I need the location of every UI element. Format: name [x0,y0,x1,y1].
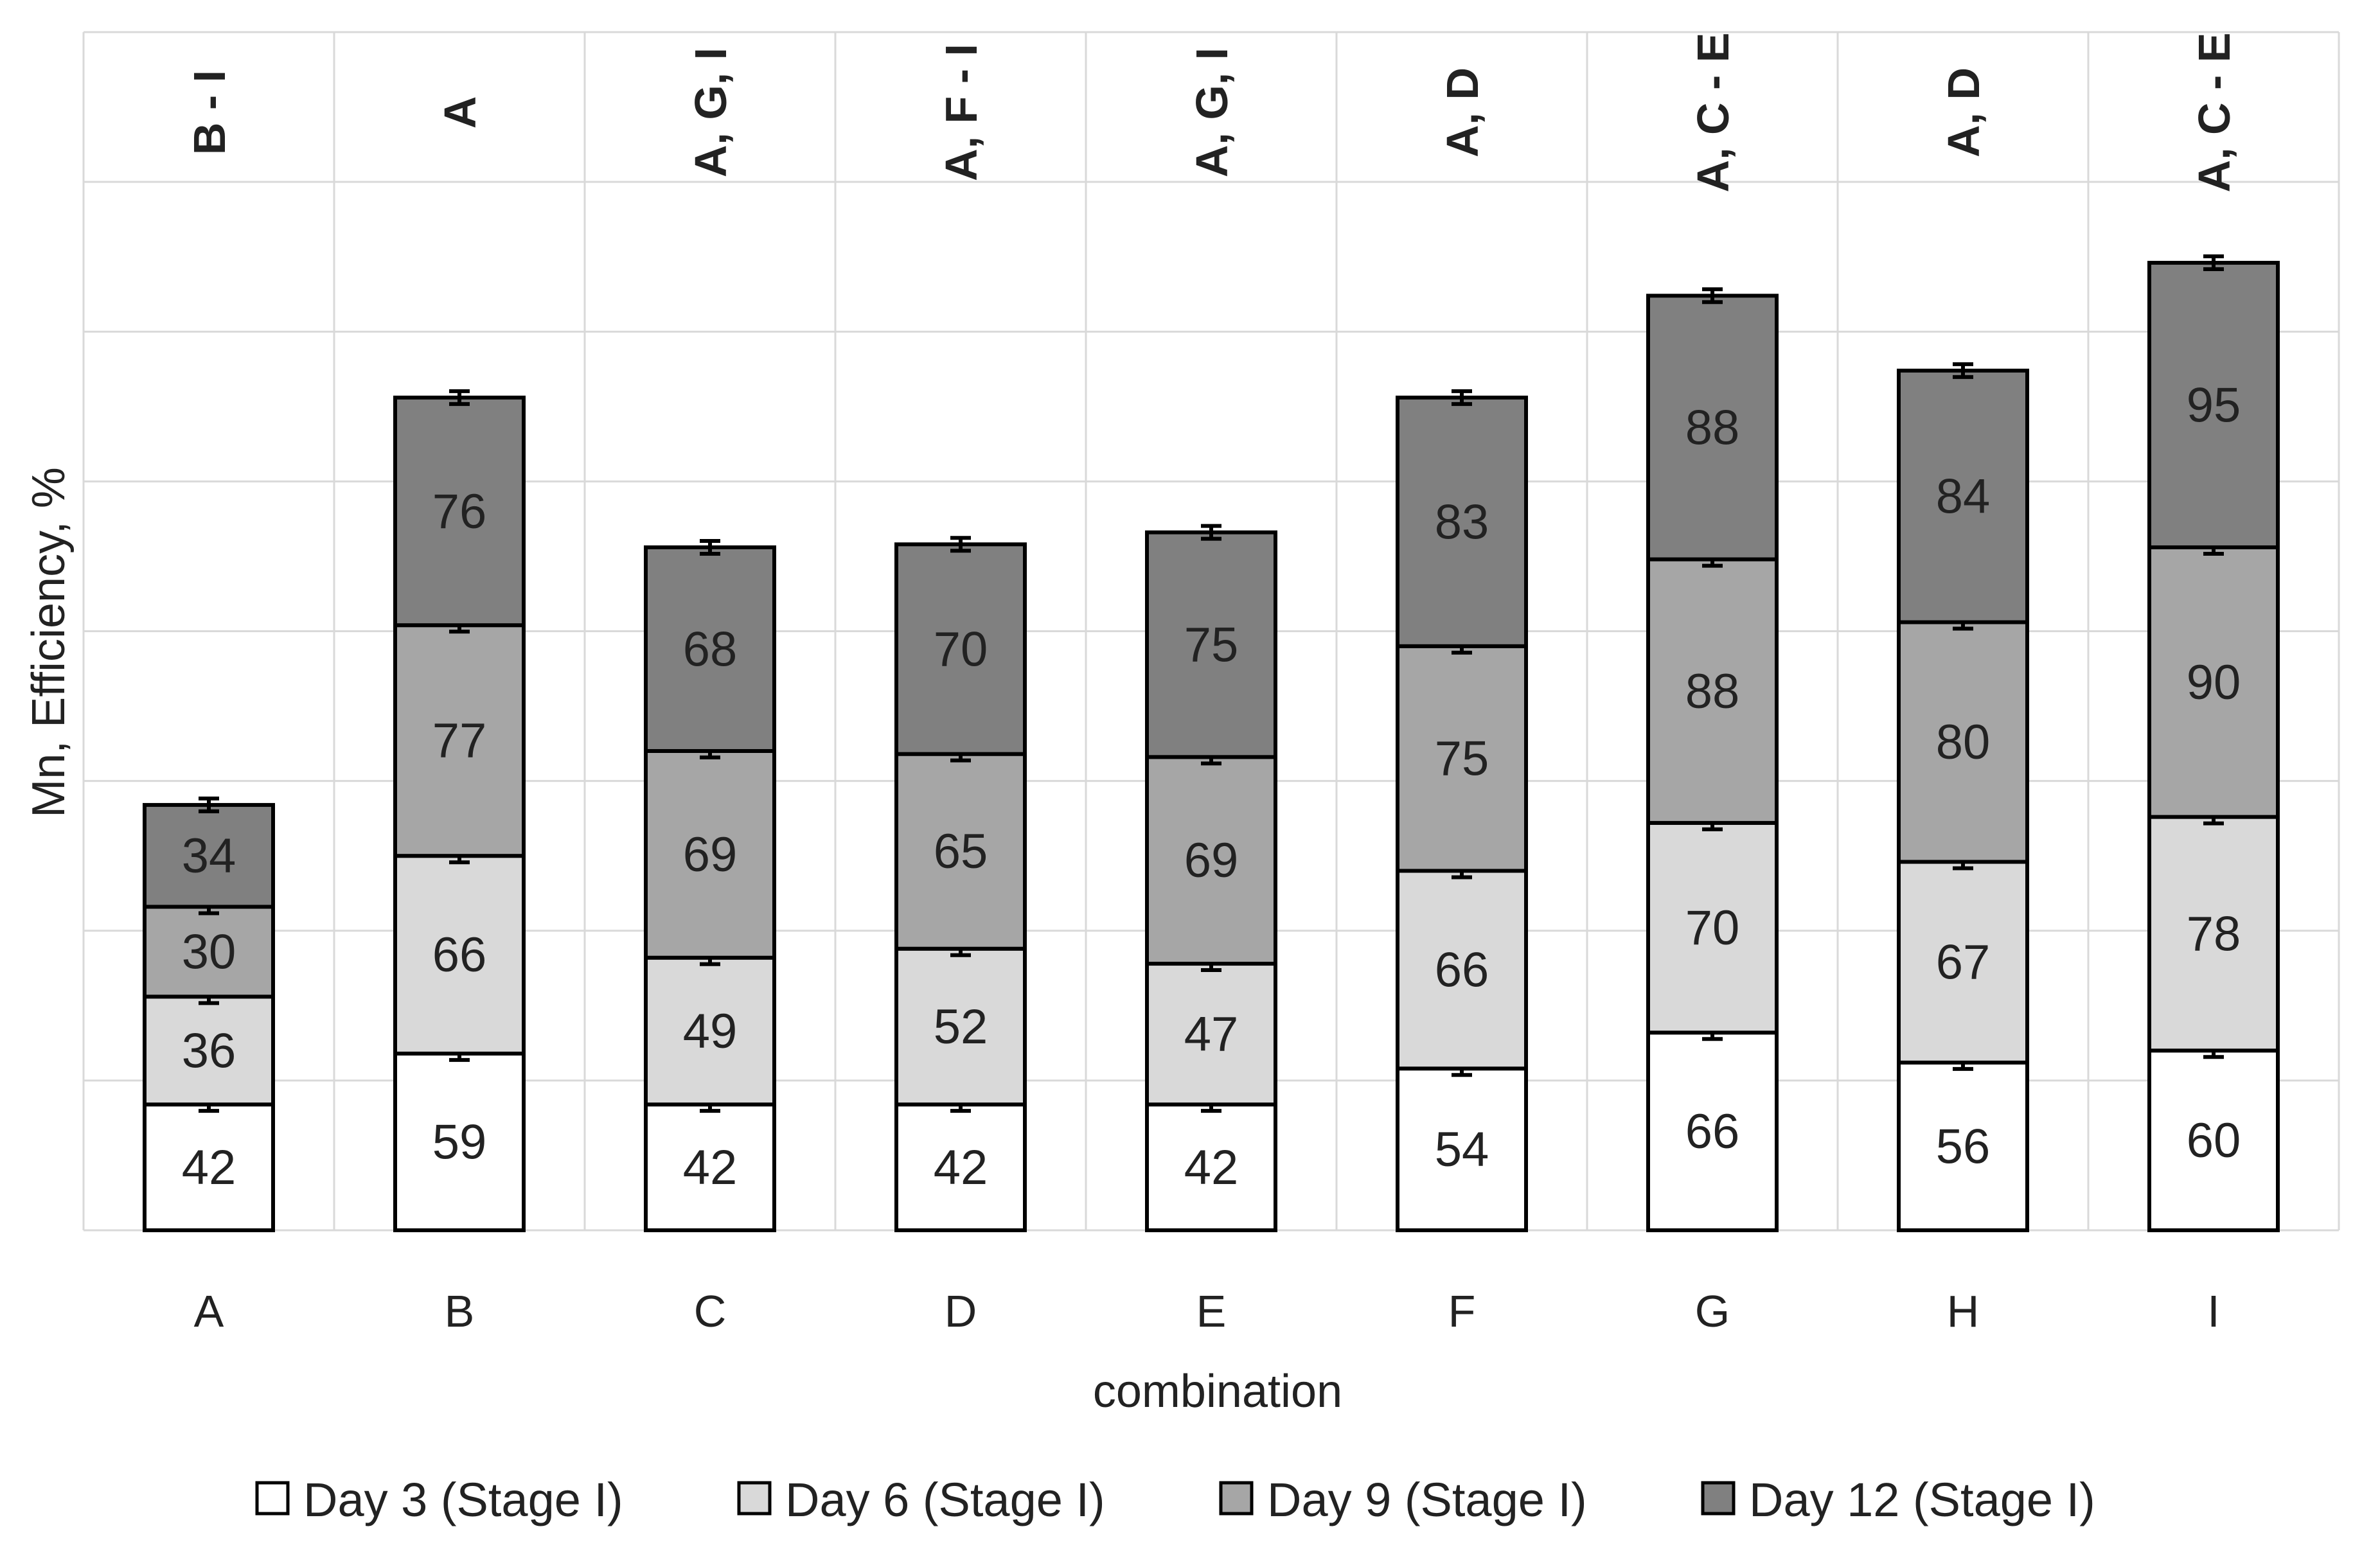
legend-swatch [1701,1481,1736,1516]
bar-segment [894,542,1027,756]
legend-entry-label: Day 12 (Stage I) [1749,1473,2095,1526]
segment-value-label: 78 [2187,906,2241,961]
segment-value-label: 70 [1685,901,1740,955]
segment-value-label: 69 [683,827,738,882]
segment-value-label: 42 [934,1140,988,1195]
significance-label: A, D [1437,67,1487,157]
x-tick-label: E [1196,1286,1227,1336]
x-tick-label: C [694,1286,727,1336]
segment-value-label: 59 [432,1115,487,1169]
segment-value-label: 77 [432,714,487,768]
segment-value-label: 88 [1685,400,1740,455]
bar-segment [1145,755,1277,966]
bar-segment [644,1102,776,1233]
significance-labels: B - I A A, G, I A, F - I A, G, I A, D A, C - E… [184,33,2239,193]
y-axis-title: Mn, Efficiency, % [23,467,75,818]
bar-segment [2147,261,2280,549]
bar-segment [393,854,526,1056]
significance-label: A, G, I [1187,48,1237,177]
legend-swatch [737,1481,772,1516]
significance-label: A, D [1939,67,1989,157]
bar-segment [1897,368,2029,624]
bar-segment [1897,860,2029,1065]
segment-value-label: 65 [934,824,988,879]
x-tick-label: H [1947,1286,1980,1336]
x-tick-label: B [445,1286,475,1336]
x-tick-labels: A B C D E F G H I [194,1286,2220,1336]
segment-value-label: 30 [182,924,236,979]
x-tick-label: D [945,1286,977,1336]
bar-segment [1396,869,1528,1071]
legend: Day 3 (Stage I) Day 6 (Stage I) Day 9 (Sta… [255,1473,2095,1526]
significance-label: A, G, I [686,48,736,177]
segment-value-label: 70 [934,622,988,676]
segment-value-label: 60 [2187,1113,2241,1168]
segment-value-label: 83 [1435,495,1489,549]
bar-segment [2147,1048,2280,1232]
segment-value-label: 42 [683,1140,738,1195]
bar-segment [644,545,776,753]
segment-value-label: 52 [934,1000,988,1054]
legend-entry-label: Day 6 (Stage I) [785,1473,1105,1526]
bars [143,254,2280,1233]
x-tick-label: A [194,1286,224,1336]
bar-segment [1396,1066,1528,1232]
bar-segment [1897,1060,2029,1233]
bar-segment [1145,530,1277,759]
segment-value-label: 42 [1184,1140,1239,1195]
bar-segment [1646,294,1779,561]
significance-label: A, C - E [2189,33,2239,193]
bar-segment [393,623,526,858]
segment-value-label: 47 [1184,1007,1239,1062]
segment-value-label: 34 [182,829,236,883]
significance-label: B - I [184,70,235,155]
legend-swatch [1219,1481,1254,1516]
bar-segment [894,946,1027,1107]
bar-segment [894,752,1027,951]
bar-segment [143,905,275,999]
segment-value-label: 90 [2187,655,2241,710]
segment-labels: 42 36 30 34 59 66 77 76 42 49 69 68 42 52 65 70 42 47 69 75… [182,378,2241,1195]
legend-entry-label: Day 9 (Stage I) [1267,1473,1587,1526]
bar-segment [1897,620,2029,864]
legend-swatch [255,1481,290,1516]
segment-value-label: 95 [2187,378,2241,432]
segment-value-label: 75 [1435,732,1489,786]
segment-value-label: 76 [432,484,487,539]
x-tick-label: F [1448,1286,1476,1336]
segment-value-label: 84 [1936,470,1991,524]
bar-segment [1145,962,1277,1107]
segment-value-label: 42 [182,1140,236,1195]
segment-value-label: 67 [1936,935,1991,990]
significance-label: A, C - E [1688,33,1738,193]
segment-value-label: 66 [1685,1104,1740,1159]
bar-segment [393,395,526,628]
bar-segment [1646,820,1779,1035]
x-tick-label: G [1695,1286,1730,1336]
legend-entry-label: Day 3 (Stage I) [303,1473,623,1526]
segment-value-label: 56 [1936,1119,1991,1174]
segment-value-label: 69 [1184,833,1239,888]
segment-value-label: 66 [1435,942,1489,997]
segment-value-label: 75 [1184,617,1239,672]
bar-segment [1396,395,1528,648]
bar-segment [1145,1102,1277,1233]
segment-value-label: 66 [432,928,487,982]
significance-label: A, F - I [936,44,986,181]
segment-value-label: 36 [182,1023,236,1078]
segment-value-label: 49 [683,1004,738,1059]
segment-value-label: 80 [1936,715,1991,770]
segment-value-label: 88 [1685,664,1740,719]
segment-value-label: 68 [683,622,738,676]
significance-label: A [435,96,485,129]
bar-segment [2147,815,2280,1053]
x-axis-title: combination [1093,1366,1342,1417]
segment-value-label: 54 [1435,1122,1489,1177]
x-tick-label: I [2207,1286,2219,1336]
